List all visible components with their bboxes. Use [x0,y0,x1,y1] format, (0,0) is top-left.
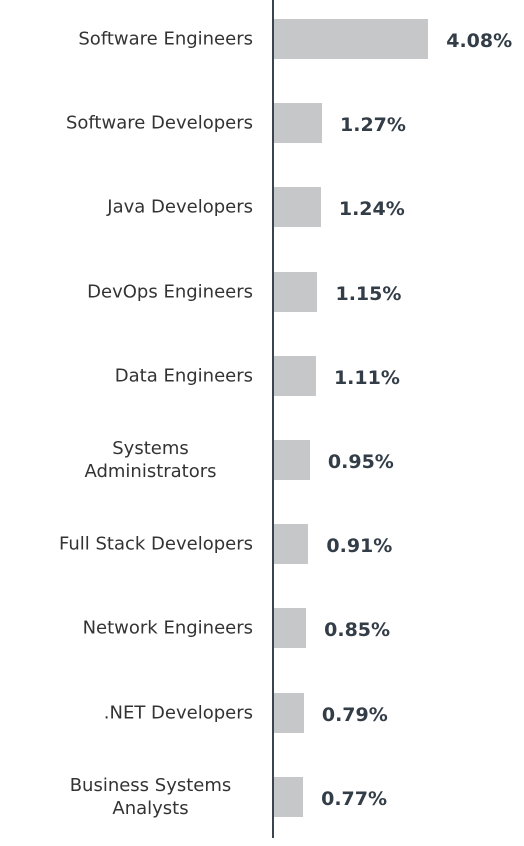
axis-line [272,0,274,838]
value-label: 4.08% [446,30,513,52]
value-label: 0.79% [321,703,388,726]
value-label: 1.27% [340,114,406,137]
category-text: Software Developers [65,112,253,134]
category-text: Business Systems Analysts [69,774,232,819]
value-label: 1.11% [333,366,400,389]
category-label: .NET Developers [0,701,253,724]
value-label: 1.24% [338,198,405,221]
category-label: Full Stack Developers [0,533,253,556]
value-label: 0.95% [327,451,394,473]
value-label: 0.85% [324,619,391,642]
category-label: DevOps Engineers [0,280,253,303]
value-label: 1.15% [335,282,402,305]
category-text: Full Stack Developers [58,533,253,555]
category-label: Network Engineers [0,617,253,640]
bar [274,355,316,396]
category-label: Software Engineers [0,28,253,51]
category-text: DevOps Engineers [87,281,253,303]
bar [274,692,304,733]
bar [274,440,310,480]
category-text: Network Engineers [82,617,253,639]
category-text: Software Engineers [78,28,253,50]
category-label: Data Engineers [0,364,253,387]
category-label: Software Developers [0,112,253,135]
bar [274,271,318,312]
category-label: Java Developers [0,196,253,219]
bar [274,524,309,565]
value-label: 0.91% [326,535,393,558]
category-text: Systems Administrators [84,438,217,482]
bar [274,103,322,144]
bar [274,776,304,817]
category-text: .NET Developers [103,702,253,724]
category-label: Business Systems Analysts [0,774,253,820]
bar [274,19,429,59]
category-label: Systems Administrators [0,437,253,483]
value-label: 0.77% [321,787,388,810]
category-text: Java Developers [107,196,253,218]
bar [274,608,307,649]
bar [274,187,321,228]
category-text: Data Engineers [114,365,253,387]
